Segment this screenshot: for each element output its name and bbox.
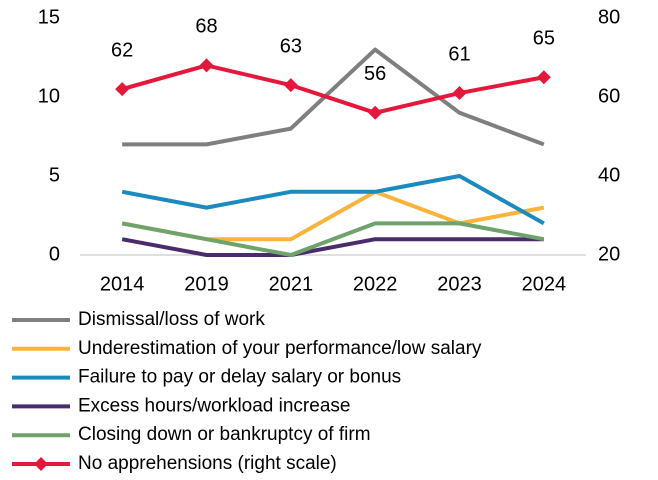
legend-label: Underestimation of your performance/low … (78, 338, 482, 359)
y-tick-label: 0 (49, 243, 60, 265)
legend-label: Failure to pay or delay salary or bonus (78, 367, 401, 388)
series-line (121, 189, 545, 242)
series-line (121, 174, 545, 226)
x-tick-label: 2023 (437, 273, 482, 295)
series-line (121, 237, 544, 257)
point-marker (368, 105, 383, 120)
legend-label: Excess hours/workload increase (78, 395, 350, 416)
legend-label: Closing down or bankruptcy of firm (78, 424, 371, 445)
y-tick-label: 10 (38, 85, 60, 107)
point-marker (536, 70, 551, 85)
data-label: 62 (111, 39, 133, 61)
x-tick-label: 2022 (353, 273, 398, 295)
point-marker (283, 78, 298, 93)
point-marker (115, 82, 130, 97)
legend-label: Dismissal/loss of work (78, 309, 265, 330)
series-line (121, 221, 545, 257)
data-label: 61 (448, 43, 470, 65)
x-tick-label: 2019 (184, 273, 229, 295)
point-marker (199, 58, 214, 73)
legend: Dismissal/loss of work Underestimation of… (12, 309, 482, 474)
legend-label: No apprehensions (right scale) (78, 453, 337, 474)
y2-tick-label: 80 (598, 6, 620, 28)
legend-marker (34, 457, 48, 471)
data-label: 68 (195, 16, 217, 38)
point-marker (452, 86, 467, 101)
data-label: 63 (280, 35, 302, 57)
series-line (121, 63, 545, 115)
y-tick-label: 5 (49, 164, 60, 186)
data-label: 65 (533, 28, 555, 50)
y-tick-label: 15 (38, 6, 60, 28)
y2-tick-label: 20 (598, 243, 620, 265)
data-label: 56 (364, 63, 386, 85)
y2-tick-label: 60 (598, 85, 620, 107)
x-tick-label: 2024 (522, 273, 567, 295)
x-tick-label: 2021 (269, 273, 314, 295)
series-line (122, 47, 545, 147)
y2-tick-label: 40 (598, 164, 620, 186)
x-tick-label: 2014 (100, 273, 145, 295)
